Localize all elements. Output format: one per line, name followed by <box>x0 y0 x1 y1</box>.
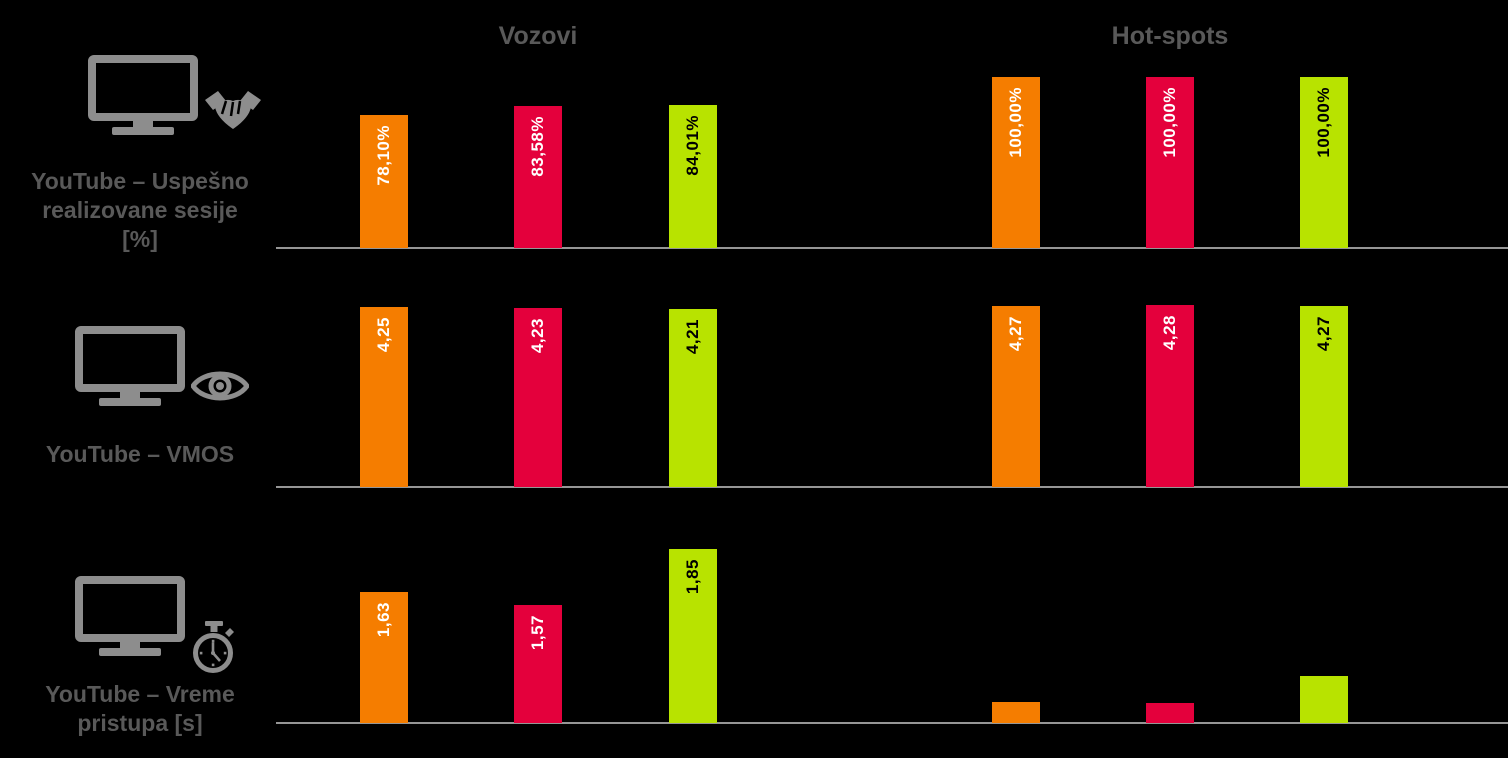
bar: 4,21 <box>669 309 717 487</box>
bar-value-label: 4,27 <box>1006 316 1025 352</box>
bar-value-label: 1,85 <box>683 559 702 595</box>
bar: 1,85 <box>669 549 717 723</box>
bar-value-label: 4,23 <box>528 318 547 354</box>
bar: 4,27 <box>992 306 1040 487</box>
bar-value-label: 84,01% <box>683 115 702 176</box>
bar: 83,58% <box>514 106 562 248</box>
bar: 4,25 <box>360 307 408 487</box>
bar: 4,28 <box>1146 305 1194 487</box>
bar <box>992 702 1040 723</box>
bar-value-label: 4,25 <box>374 317 393 353</box>
bar: 84,01% <box>669 105 717 248</box>
bar-value-label: 78,10% <box>374 125 393 186</box>
bar <box>1300 676 1348 723</box>
bar-value-label: 1,57 <box>528 615 547 651</box>
bar: 100,00% <box>1146 77 1194 248</box>
column-header-vozovi: Vozovi <box>498 22 578 50</box>
column-header-hotspots: Hot-spots <box>1111 22 1229 50</box>
bar: 1,63 <box>360 592 408 723</box>
axis-line-row3 <box>276 722 1508 724</box>
bar: 78,10% <box>360 115 408 248</box>
bar-value-label: 100,00% <box>1314 87 1333 158</box>
handshake-icon <box>202 88 264 138</box>
stopwatch-icon <box>192 621 236 675</box>
bar-value-label: 83,58% <box>528 116 547 177</box>
bar-value-label: 4,27 <box>1314 316 1333 352</box>
bar: 1,57 <box>514 605 562 723</box>
bar-value-label: 100,00% <box>1006 87 1025 158</box>
bar: 100,00% <box>992 77 1040 248</box>
metric-label-access-time: YouTube – Vreme pristupa [s] <box>45 681 235 736</box>
bar-value-label: 4,21 <box>683 319 702 355</box>
eye-icon <box>191 369 249 403</box>
axis-line-row2 <box>276 486 1508 488</box>
metric-label-vmos: YouTube – VMOS <box>45 441 235 467</box>
monitor-icon <box>75 576 185 658</box>
bar: 100,00% <box>1300 77 1348 248</box>
bar-value-label: 4,28 <box>1160 315 1179 351</box>
monitor-icon <box>75 326 185 408</box>
bar-value-label: 100,00% <box>1160 87 1179 158</box>
bar <box>1146 703 1194 723</box>
bar: 4,23 <box>514 308 562 487</box>
bar: 4,27 <box>1300 306 1348 487</box>
monitor-icon <box>88 55 198 137</box>
bar-value-label: 1,63 <box>374 602 393 638</box>
metric-label-sessions: YouTube – Uspešno realizovane sesije [%] <box>31 168 249 252</box>
axis-line-row1 <box>276 247 1508 249</box>
